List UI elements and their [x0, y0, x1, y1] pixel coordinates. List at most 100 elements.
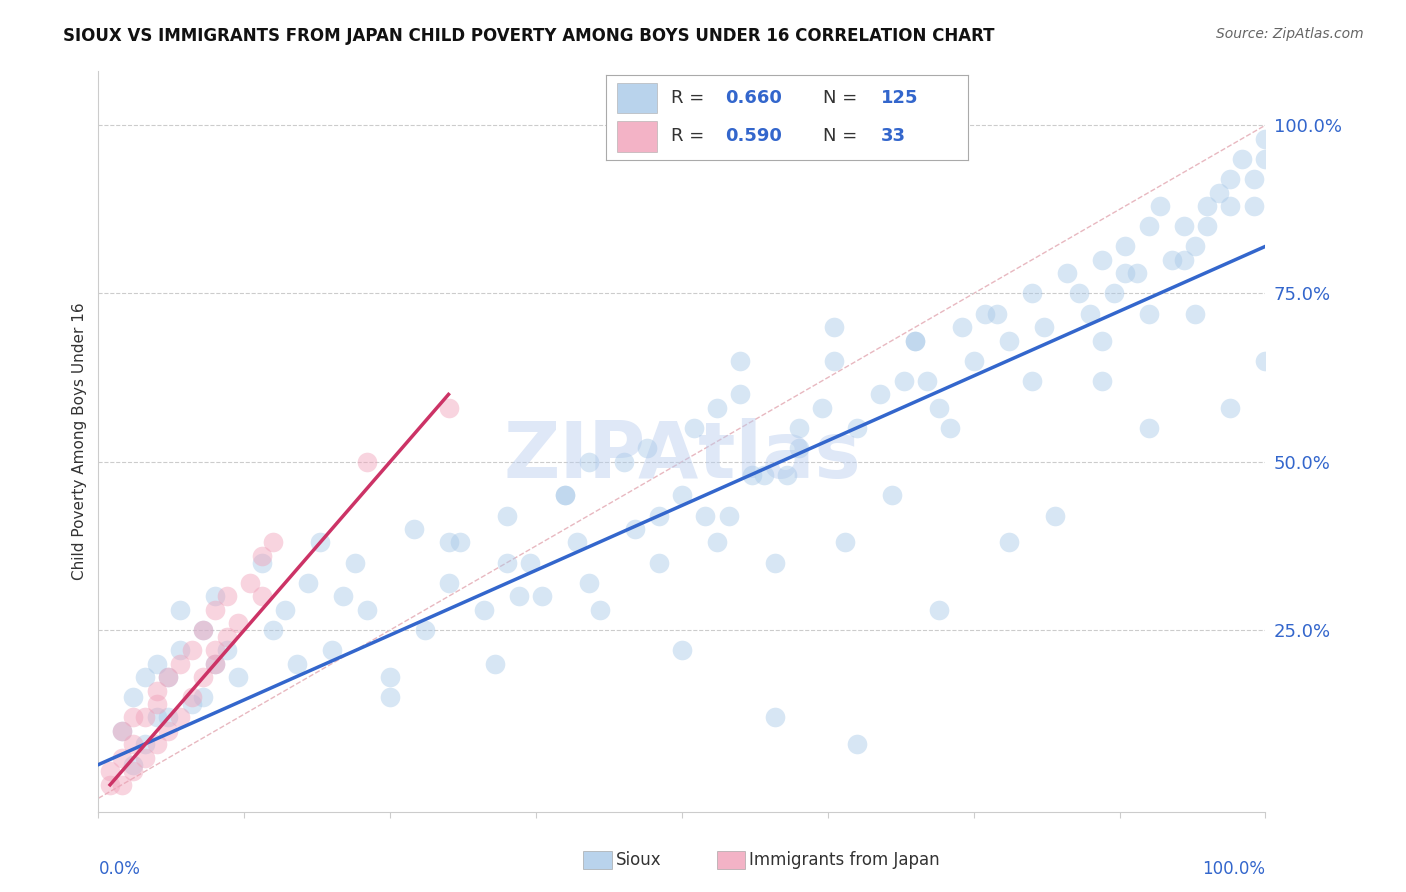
Point [146, 738, 169, 752]
Point [472, 603, 495, 617]
Point [1195, 219, 1218, 234]
Point [1184, 239, 1206, 253]
Point [437, 401, 460, 415]
Point [122, 738, 145, 752]
Point [193, 670, 215, 684]
Point [1137, 219, 1160, 234]
Point [1161, 252, 1184, 267]
Point [624, 522, 647, 536]
Point [134, 670, 156, 684]
Point [215, 643, 238, 657]
Point [986, 307, 1008, 321]
Point [962, 353, 984, 368]
Point [869, 387, 891, 401]
Point [204, 657, 226, 671]
Point [1091, 374, 1114, 388]
Point [565, 535, 588, 549]
Point [974, 307, 997, 321]
Point [250, 556, 273, 570]
Point [787, 442, 810, 456]
Point [1056, 266, 1078, 280]
Point [169, 710, 191, 724]
Point [730, 353, 752, 368]
Point [613, 455, 636, 469]
Point [1219, 199, 1241, 213]
Point [997, 535, 1019, 549]
Point [111, 778, 134, 792]
Point [554, 488, 576, 502]
Point [1230, 152, 1253, 166]
Point [146, 710, 169, 724]
Point [169, 603, 191, 617]
Point [262, 535, 284, 549]
Point [717, 508, 740, 523]
Point [939, 421, 962, 435]
Point [741, 468, 763, 483]
Point [578, 455, 600, 469]
Point [1021, 286, 1043, 301]
Point [496, 556, 519, 570]
Point [1091, 334, 1114, 348]
Point [98, 764, 121, 779]
Point [122, 690, 145, 705]
Point [915, 374, 938, 388]
Point [1243, 172, 1265, 186]
Point [321, 643, 343, 657]
Point [204, 603, 226, 617]
Point [437, 535, 460, 549]
Point [1102, 286, 1125, 301]
Point [950, 320, 973, 334]
Point [1254, 353, 1277, 368]
Point [122, 710, 145, 724]
Point [752, 468, 775, 483]
Y-axis label: Child Poverty Among Boys Under 16: Child Poverty Among Boys Under 16 [72, 302, 87, 581]
Point [228, 616, 250, 631]
Point [706, 535, 728, 549]
Point [1254, 131, 1277, 145]
Point [1137, 307, 1160, 321]
Point [671, 643, 693, 657]
Point [356, 603, 378, 617]
Point [1208, 186, 1230, 200]
Point [519, 556, 541, 570]
Text: Source: ZipAtlas.com: Source: ZipAtlas.com [1216, 27, 1364, 41]
Point [146, 697, 169, 711]
Point [297, 575, 319, 590]
Bar [717, 851, 745, 869]
Point [309, 535, 332, 549]
Point [204, 643, 226, 657]
Point [695, 508, 717, 523]
Point [344, 556, 367, 570]
Point [380, 690, 402, 705]
Point [98, 778, 121, 792]
Point [1137, 421, 1160, 435]
Point [146, 683, 169, 698]
Point [682, 421, 704, 435]
Point [763, 710, 786, 724]
Point [1254, 152, 1277, 166]
Point [134, 710, 156, 724]
Point [111, 723, 134, 738]
Point [1219, 401, 1241, 415]
Point [928, 401, 950, 415]
Text: 0.0%: 0.0% [98, 860, 141, 878]
Point [1195, 199, 1218, 213]
Point [180, 643, 202, 657]
Point [1114, 239, 1136, 253]
Point [1067, 286, 1090, 301]
Point [1045, 508, 1067, 523]
Point [846, 738, 869, 752]
Point [1173, 252, 1195, 267]
Point [589, 603, 612, 617]
Point [530, 590, 553, 604]
Point [332, 590, 354, 604]
Point [193, 690, 215, 705]
Point [578, 575, 600, 590]
Point [250, 549, 273, 563]
Point [169, 657, 191, 671]
Point [285, 657, 308, 671]
Point [776, 468, 799, 483]
Text: Sioux: Sioux [616, 851, 661, 869]
Point [928, 603, 950, 617]
Point [413, 623, 436, 637]
